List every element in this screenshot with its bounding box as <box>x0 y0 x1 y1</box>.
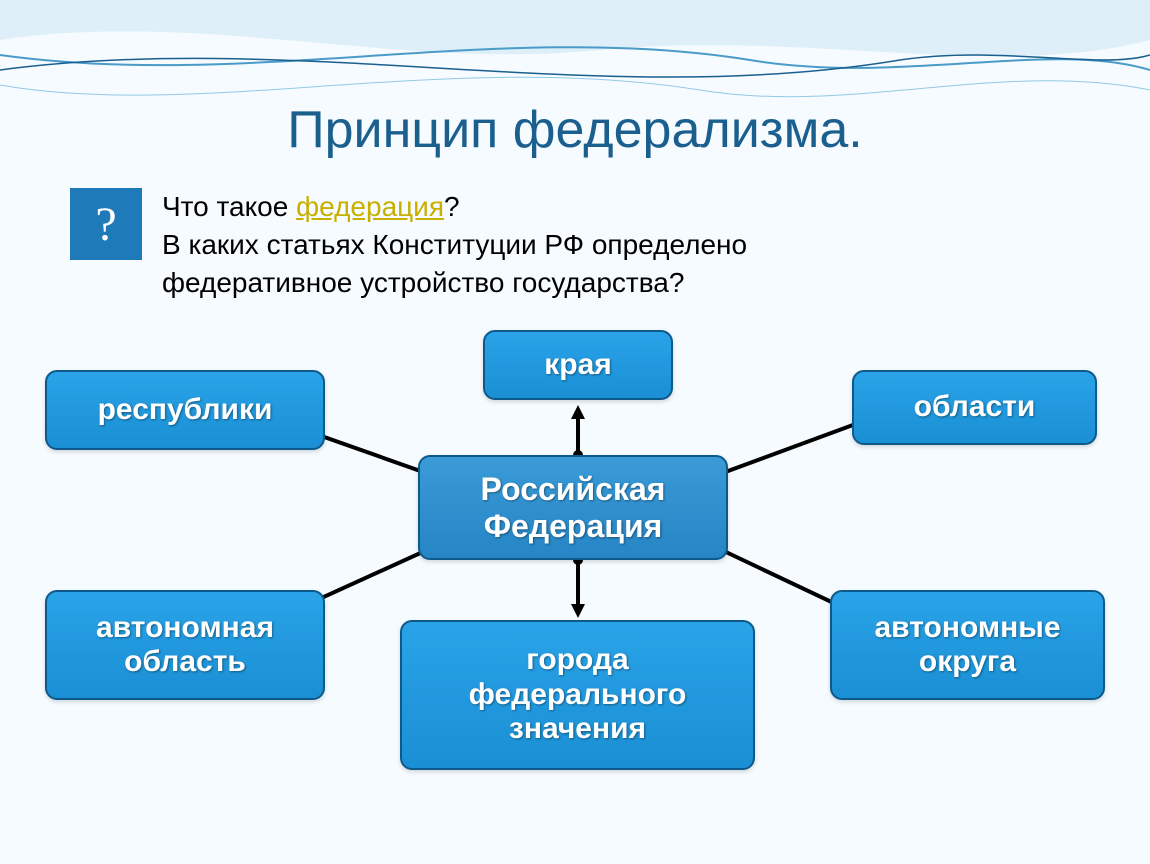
q-line2: В каких статьях Конституции РФ определен… <box>162 229 747 260</box>
center-node-rf: Российская Федерация <box>418 455 728 560</box>
node-auto-oblast: автономная область <box>45 590 325 700</box>
question-block: ? Что такое федерация? В каких статьях К… <box>70 188 747 301</box>
slide-title: Принцип федерализма. <box>0 100 1150 160</box>
node-oblasti: области <box>852 370 1097 445</box>
q-line1-suffix: ? <box>444 191 460 222</box>
question-text: Что такое федерация? В каких статьях Кон… <box>162 188 747 301</box>
federation-link[interactable]: федерация <box>296 191 444 222</box>
node-kraya: края <box>483 330 673 400</box>
q-line3: федеративное устройство государства? <box>162 267 684 298</box>
node-auto-okruga: автономные округа <box>830 590 1105 700</box>
node-republics: республики <box>45 370 325 450</box>
q-line1-prefix: Что такое <box>162 191 296 222</box>
node-fed-cities: города федерального значения <box>400 620 755 770</box>
question-mark-icon: ? <box>70 188 142 260</box>
federation-diagram: Российская Федерация республики края област… <box>0 310 1150 840</box>
